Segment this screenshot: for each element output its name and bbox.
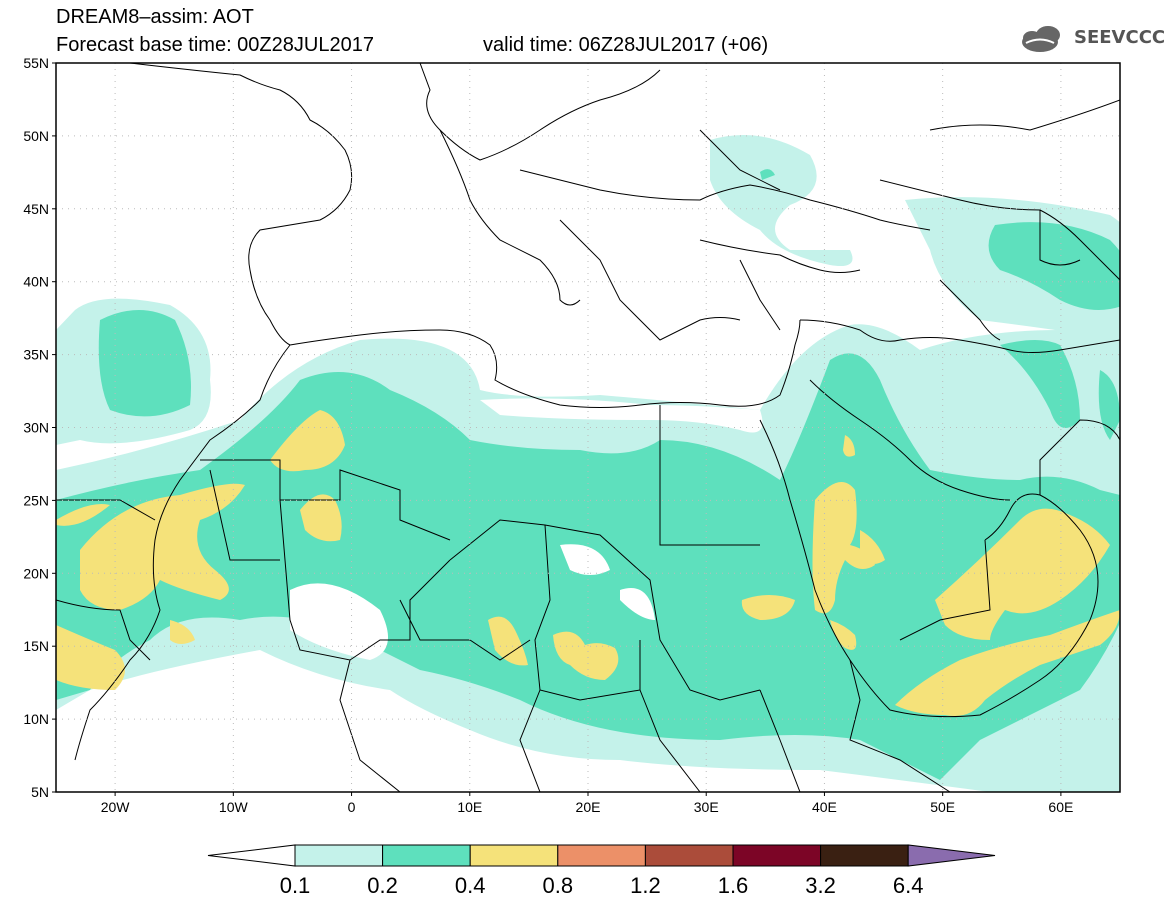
lat-label: 10N xyxy=(23,711,49,727)
colorbar-swatch xyxy=(557,844,646,867)
lat-label: 20N xyxy=(23,565,49,581)
lon-label: 20E xyxy=(576,799,601,815)
country-boundaries xyxy=(56,63,1120,792)
lon-label: 40E xyxy=(812,799,837,815)
colorbar-over-arrow xyxy=(907,844,996,867)
colorbar-level-label: 1.2 xyxy=(630,873,661,898)
lat-label: 30N xyxy=(23,420,49,436)
lat-label: 55N xyxy=(23,55,49,71)
aot-gaps xyxy=(290,398,763,660)
lat-label: 15N xyxy=(23,638,49,654)
colorbar-level-label: 0.4 xyxy=(455,873,486,898)
lat-label: 50N xyxy=(23,128,49,144)
map-title: DREAM8–assim: AOT xyxy=(56,6,254,28)
colorbar-level-label: 1.6 xyxy=(718,873,749,898)
colorbar-swatch xyxy=(382,844,471,867)
lat-label: 40N xyxy=(23,274,49,290)
lon-label: 50E xyxy=(930,799,955,815)
colorbar-under-arrow xyxy=(207,844,296,867)
aot-band-0.4-0.8 xyxy=(56,410,1120,716)
aot-colorbar: 0.1 0.2 0.4 0.8 1.2 1.6 3.2 6.4 xyxy=(207,844,996,898)
colorbar-swatch xyxy=(469,844,559,867)
lat-label: 5N xyxy=(31,784,49,800)
colorbar-swatch xyxy=(644,844,734,867)
forecast-base-time: Forecast base time: 00Z28JUL2017 xyxy=(56,34,374,56)
valid-time: valid time: 06Z28JUL2017 (+06) xyxy=(483,34,769,56)
lon-label: 10W xyxy=(219,799,249,815)
aot-fields xyxy=(56,135,1120,792)
lat-label: 35N xyxy=(23,347,49,363)
map-axis-ticks: 55N 50N 45N 40N 35N 30N 25N 20N 15N 10N 5N 20W 10W 0 1… xyxy=(23,55,1073,815)
lat-label: 25N xyxy=(23,492,49,508)
lon-label: 20W xyxy=(101,799,131,815)
lon-label: 10E xyxy=(457,799,482,815)
colorbar-level-label: 6.4 xyxy=(893,873,924,898)
lon-label: 30E xyxy=(694,799,719,815)
colorbar-level-label: 3.2 xyxy=(805,873,836,898)
colorbar-swatch xyxy=(820,844,909,867)
colorbar-swatch xyxy=(294,844,384,867)
colorbar-level-label: 0.2 xyxy=(367,873,398,898)
lon-label: 0 xyxy=(348,799,356,815)
lat-label: 45N xyxy=(23,201,49,217)
seevccc-cloud-icon xyxy=(1022,26,1060,52)
colorbar-level-label: 0.1 xyxy=(280,873,311,898)
colorbar-swatch xyxy=(732,844,822,867)
colorbar-level-label: 0.8 xyxy=(543,873,574,898)
seevccc-logo-text: SEEVCCC xyxy=(1074,27,1165,48)
lon-label: 60E xyxy=(1048,799,1073,815)
